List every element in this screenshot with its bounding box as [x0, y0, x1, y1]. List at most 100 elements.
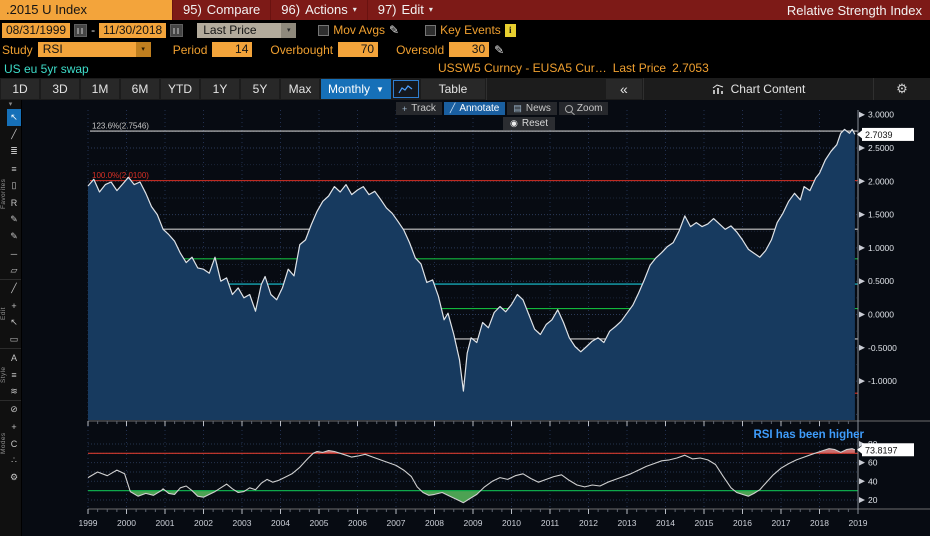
range-tabs: 1D3D1M6MYTD1Y5YMax: [0, 78, 320, 100]
delete-tool-icon[interactable]: ▭: [7, 331, 21, 348]
date-to-field[interactable]: 11/30/2018: [99, 23, 166, 38]
pencil-tool-icon[interactable]: ✎: [7, 211, 21, 228]
axis-tick-arrow: [859, 312, 865, 318]
reset-button[interactable]: ◉ Reset: [503, 117, 555, 130]
line-chart-type-button[interactable]: [393, 80, 419, 98]
year-label: 2013: [618, 518, 637, 528]
rsi-axis-label: 60: [868, 458, 878, 468]
rsi-oversold-fill: [88, 449, 855, 503]
study-label: Study: [2, 43, 33, 57]
year-label: 2010: [502, 518, 521, 528]
edit-menu[interactable]: 97) Edit ▾: [367, 0, 443, 20]
range-tab-1y[interactable]: 1Y: [201, 79, 239, 99]
fib-label: 123.6%(2.7546): [92, 122, 149, 131]
crosshair-tool-icon[interactable]: +: [7, 418, 21, 435]
axis-tick-arrow: [859, 212, 865, 218]
period-field[interactable]: 14: [212, 42, 252, 57]
year-label: 2003: [233, 518, 252, 528]
pointer-tool-icon[interactable]: ↖: [7, 109, 21, 126]
bloomberg-rsi-window: .2015 U Index 95) Compare 96) Actions ▾ …: [0, 0, 930, 536]
price-type-select[interactable]: Last Price ▾: [197, 23, 296, 38]
annotate-button[interactable]: ╱ Annotate: [444, 102, 505, 115]
range-tab-5y[interactable]: 5Y: [241, 79, 279, 99]
calendar-icon[interactable]: [170, 24, 183, 37]
news-button[interactable]: ▤ News: [507, 102, 557, 115]
year-label: 2015: [695, 518, 714, 528]
pen-tool-icon[interactable]: ✎: [7, 228, 21, 245]
note-tool-icon[interactable]: ▯: [7, 177, 21, 194]
range-tab-3d[interactable]: 3D: [41, 79, 79, 99]
calendar-icon[interactable]: [74, 24, 87, 37]
range-tab-1d[interactable]: 1D: [1, 79, 39, 99]
line-style-tool-icon[interactable]: ≋: [7, 383, 21, 400]
axis-tick-arrow: [859, 378, 865, 384]
line-edit-tool-icon[interactable]: ╱: [7, 280, 21, 297]
edit-menu-label: Edit: [402, 0, 424, 20]
axis-tick-arrow: [859, 178, 865, 184]
zoom-button[interactable]: Zoom: [559, 102, 609, 115]
axis-tick-arrow: [859, 345, 865, 351]
settings-tool-icon[interactable]: ⚙: [7, 469, 21, 486]
range-tab-max[interactable]: Max: [281, 79, 319, 99]
date-from-field[interactable]: 08/31/1999: [2, 23, 70, 38]
compare-menu[interactable]: 95) Compare: [172, 0, 270, 20]
security-pair: USSW5 Curncy - EUSA5 Cur…: [438, 59, 607, 78]
oversold-field[interactable]: 30: [449, 42, 489, 57]
bar-style-tool-icon[interactable]: ≡: [7, 366, 21, 383]
price-axis-label: 0.5000: [868, 276, 894, 286]
pencil-icon[interactable]: ✎: [494, 43, 504, 57]
axis-tick-arrow: [859, 460, 865, 466]
info-icon[interactable]: i: [505, 24, 516, 37]
call-tool-icon[interactable]: C: [7, 435, 21, 452]
study-select[interactable]: RSI ▾: [38, 42, 151, 57]
mov-avgs-checkbox[interactable]: [318, 25, 329, 36]
range-tab-1m[interactable]: 1M: [81, 79, 119, 99]
regression-tool-icon[interactable]: R: [7, 194, 21, 211]
collapse-panel-button[interactable]: «: [606, 79, 642, 99]
study-controls-row: Study RSI ▾ Period 14 Overbought 70 Over…: [0, 40, 930, 59]
range-tab-ytd[interactable]: YTD: [161, 79, 199, 99]
gear-icon[interactable]: ⚙: [874, 78, 930, 100]
trendline-tool-icon[interactable]: ╱: [7, 126, 21, 143]
date-separator: -: [91, 23, 95, 37]
year-label: 2007: [387, 518, 406, 528]
range-tab-6m[interactable]: 6M: [121, 79, 159, 99]
study-value: RSI: [38, 42, 136, 57]
chart-area[interactable]: 123.6%(2.7546)100.0%(2.0100)76.4%(1.2814…: [22, 100, 930, 536]
price-axis-label: 2.5000: [868, 143, 894, 153]
chart-canvas[interactable]: 123.6%(2.7546)100.0%(2.0100)76.4%(1.2814…: [22, 100, 930, 536]
move-tool-icon[interactable]: +: [7, 297, 21, 314]
chart-content-button[interactable]: Chart Content: [643, 78, 874, 100]
chart-tools-strip: + Track ╱ Annotate ▤ News Zoom: [396, 102, 608, 115]
interval-select[interactable]: Monthly ▼: [321, 79, 391, 99]
actions-menu[interactable]: 96) Actions ▾: [270, 0, 366, 20]
compare-menu-label: Compare: [207, 0, 260, 20]
text-tool-icon[interactable]: A: [7, 349, 21, 366]
channel-tool-icon[interactable]: ▱: [7, 262, 21, 279]
rsi-axis-label: 20: [868, 495, 878, 505]
overbought-field[interactable]: 70: [338, 42, 378, 57]
fib-extension-tool-icon[interactable]: ≡: [7, 160, 21, 177]
sidebar-section-label: Edit: [0, 280, 7, 348]
chart-content-label: Chart Content: [731, 82, 806, 96]
ticker-box[interactable]: .2015 U Index: [0, 0, 172, 20]
line-chart-icon: [398, 84, 413, 95]
rsi-annotation: RSI has been higher: [753, 429, 864, 441]
scatter-tool-icon[interactable]: ∴: [7, 452, 21, 469]
sidebar-section-label: Style: [0, 349, 7, 400]
date-controls-row: 08/31/1999 - 11/30/2018 Last Price ▾ Mov…: [0, 20, 930, 40]
year-label: 2011: [541, 518, 560, 528]
horizontal-line-tool-icon[interactable]: ─: [7, 245, 21, 262]
chevron-down-icon[interactable]: ▾: [0, 100, 21, 109]
key-events-checkbox[interactable]: [425, 25, 436, 36]
eraser-tool-icon[interactable]: ⊘: [7, 401, 21, 418]
table-button[interactable]: Table: [421, 79, 485, 99]
select-tool-icon[interactable]: ↖: [7, 314, 21, 331]
chevron-down-icon: ▾: [429, 0, 433, 20]
year-label: 2017: [772, 518, 791, 528]
fib-retracement-tool-icon[interactable]: ≣: [7, 143, 21, 160]
pencil-icon[interactable]: ✎: [389, 23, 399, 37]
track-button[interactable]: + Track: [396, 102, 442, 115]
price-type-value: Last Price: [197, 23, 281, 38]
annotate-icon: ╱: [450, 103, 455, 114]
